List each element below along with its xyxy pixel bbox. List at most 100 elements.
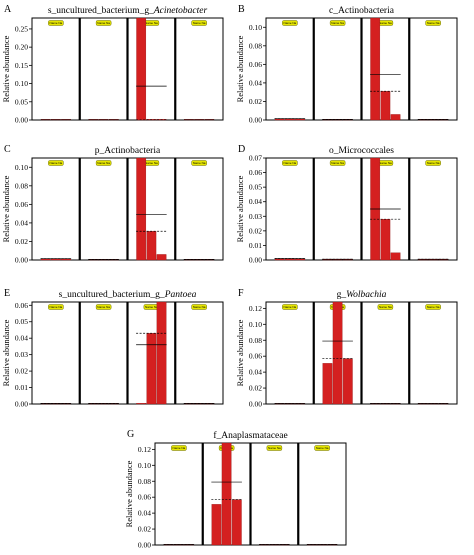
y-tick-label: 0.04 [15, 218, 28, 227]
y-tick-label: 0.00 [15, 256, 28, 265]
bar [136, 403, 147, 405]
group-1: Name Na [40, 20, 72, 121]
group-name-tag [95, 160, 112, 166]
group-name-tag [329, 160, 346, 166]
bar [322, 363, 333, 405]
y-tick-label: 0.02 [15, 237, 28, 246]
panel-title-italic: Wolbachia [346, 290, 387, 300]
group-name-tag [95, 20, 112, 26]
panel-title: s_uncultured_bacterium_g_Acinetobacter [48, 6, 208, 16]
bar [156, 254, 167, 261]
group-name-tag [191, 160, 207, 166]
bar [136, 17, 147, 121]
group-3: Name Na [126, 301, 167, 405]
group-4: Name Na [408, 302, 449, 405]
group-name-tag [282, 160, 298, 166]
y-tick-label: 0.10 [15, 79, 28, 88]
group-2: Name Na [201, 442, 242, 546]
y-axis-label: Relative abundance [1, 319, 11, 386]
y-tick-label: 0.00 [138, 541, 151, 550]
group-name-tag-text: Name Na [427, 21, 440, 25]
y-tick-label: 0.06 [249, 352, 262, 361]
group-2: Name Na [312, 18, 353, 121]
group-name-tag-text: Name Na [427, 161, 440, 165]
y-tick-label: 0.04 [249, 197, 262, 206]
group-name-tag-text: Name Na [284, 305, 297, 309]
y-tick-label: 0.02 [249, 384, 262, 393]
bar [295, 118, 305, 121]
group-name-tag-text: Name Na [379, 21, 392, 25]
group-3: Name Na [360, 302, 401, 405]
group-name-tag-text: Name Na [97, 21, 110, 25]
y-tick-label: 0.05 [249, 183, 262, 192]
bar [390, 114, 401, 121]
y-tick-label: 0.06 [138, 493, 151, 502]
group-name-tag [48, 20, 64, 26]
y-tick-label: 0.10 [249, 23, 262, 32]
group-name-tag-text: Name Na [173, 446, 186, 450]
y-tick-label: 0.25 [15, 24, 28, 33]
y-tick-label: 0.04 [138, 509, 151, 518]
panel-title: f_Anaplasmataceae [213, 430, 287, 441]
panel-title: p_Actinobacteria [95, 146, 161, 156]
panel-title-italic: Pantoea [164, 290, 197, 300]
bar [221, 442, 232, 546]
bar [342, 358, 353, 405]
group-name-tag-text: Name Na [193, 21, 206, 25]
group-name-tag [191, 20, 207, 26]
y-tick-label: 0.08 [15, 181, 28, 190]
y-tick-label: 0.06 [249, 168, 262, 177]
group-name-tag [48, 304, 64, 310]
bar [295, 258, 305, 261]
group-name-tag-text: Name Na [284, 21, 297, 25]
y-tick-label: 0.03 [249, 212, 262, 221]
panel-label: D [238, 144, 245, 155]
y-tick-label: 0.06 [15, 301, 28, 310]
group-name-tag-text: Name Na [331, 21, 344, 25]
bar [231, 499, 242, 546]
group-1: Name Na [163, 445, 195, 546]
group-2: Name Na [312, 158, 353, 261]
panel-label: C [4, 144, 11, 155]
bar [380, 91, 391, 121]
y-tick-label: 0.10 [138, 461, 151, 470]
group-name-tag-text: Name Na [331, 161, 344, 165]
group-4: Name Na [174, 302, 215, 405]
y-tick-label: 0.08 [249, 336, 262, 345]
group-3: Name Na [126, 17, 167, 121]
y-axis-label: Relative abundance [235, 319, 245, 386]
group-name-tag-text: Name Na [145, 305, 158, 309]
y-tick-label: 0.00 [15, 400, 28, 409]
group-name-tag [377, 304, 394, 310]
group-1: Name Na [274, 160, 306, 261]
y-tick-label: 0.04 [15, 334, 28, 343]
bar [370, 17, 381, 121]
group-name-tag [48, 160, 64, 166]
y-tick-label: 0.20 [15, 43, 28, 52]
group-3: Name Na [249, 443, 290, 546]
group-name-tag-text: Name Na [50, 305, 63, 309]
y-tick-label: 0.01 [249, 241, 262, 250]
y-tick-label: 0.02 [15, 367, 28, 376]
group-name-tag [329, 20, 346, 26]
group-name-tag [282, 20, 298, 26]
bar [146, 231, 157, 261]
y-tick-label: 0.08 [249, 41, 262, 50]
group-name-tag [191, 304, 207, 310]
y-axis-label: Relative abundance [1, 175, 11, 242]
group-2: Name Na [312, 301, 353, 405]
group-name-tag-text: Name Na [427, 305, 440, 309]
group-name-tag-text: Name Na [379, 305, 392, 309]
group-name-tag-text: Name Na [97, 305, 110, 309]
y-tick-label: 0.06 [249, 60, 262, 69]
y-tick-label: 0.05 [15, 97, 28, 106]
bar [156, 301, 167, 405]
group-4: Name Na [297, 443, 338, 546]
y-tick-label: 0.10 [15, 163, 28, 172]
y-tick-label: 0.04 [249, 368, 262, 377]
group-name-tag-text: Name Na [284, 161, 297, 165]
